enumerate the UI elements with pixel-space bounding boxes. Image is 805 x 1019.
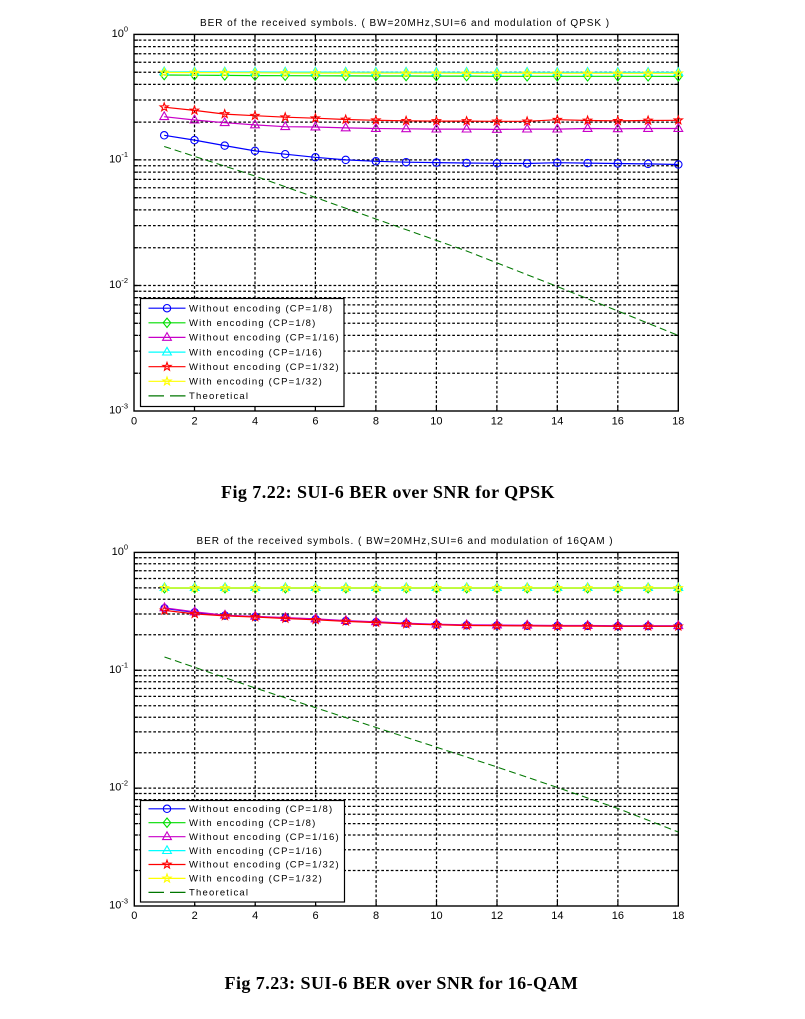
svg-text:2: 2 xyxy=(191,416,197,428)
svg-text:With encoding (CP=1/32): With encoding (CP=1/32) xyxy=(189,874,323,885)
svg-text:Without encoding (CP=1/16): Without encoding (CP=1/16) xyxy=(189,333,340,344)
svg-text:12: 12 xyxy=(491,416,503,428)
svg-text:0: 0 xyxy=(131,910,137,922)
svg-text:Theoretical: Theoretical xyxy=(189,888,249,899)
svg-text:2: 2 xyxy=(192,910,198,922)
svg-text:With encoding (CP=1/8): With encoding (CP=1/8) xyxy=(189,818,317,829)
svg-text:6: 6 xyxy=(312,416,318,428)
svg-text:8: 8 xyxy=(373,416,379,428)
svg-text:Without encoding (CP=1/16): Without encoding (CP=1/16) xyxy=(189,832,340,843)
svg-text:Without encoding (CP=1/8): Without encoding (CP=1/8) xyxy=(189,303,333,314)
svg-text:Without encoding (CP=1/8): Without encoding (CP=1/8) xyxy=(189,804,333,815)
svg-text:14: 14 xyxy=(551,416,563,428)
svg-text:16: 16 xyxy=(612,910,624,922)
svg-text:8: 8 xyxy=(373,910,379,922)
svg-text:With encoding (CP=1/8): With encoding (CP=1/8) xyxy=(189,318,317,329)
svg-text:6: 6 xyxy=(313,910,319,922)
svg-text:Without encoding (CP=1/32): Without encoding (CP=1/32) xyxy=(189,362,340,373)
svg-text:With encoding (CP=1/16): With encoding (CP=1/16) xyxy=(189,347,323,358)
svg-text:Without encoding (CP=1/32): Without encoding (CP=1/32) xyxy=(189,860,340,871)
svg-text:4: 4 xyxy=(252,910,258,922)
svg-text:14: 14 xyxy=(551,910,563,922)
svg-text:12: 12 xyxy=(491,910,503,922)
svg-text:0: 0 xyxy=(131,416,137,428)
svg-text:18: 18 xyxy=(672,416,684,428)
svg-text:10: 10 xyxy=(430,910,442,922)
svg-text:18: 18 xyxy=(672,910,684,922)
svg-text:Theoretical: Theoretical xyxy=(189,391,249,402)
svg-text:With encoding (CP=1/32): With encoding (CP=1/32) xyxy=(189,377,323,388)
svg-text:4: 4 xyxy=(252,416,258,428)
svg-text:10: 10 xyxy=(430,416,442,428)
svg-text:BER of the received symbols. (: BER of the received symbols. ( BW=20MHz,… xyxy=(196,536,613,547)
svg-text:With encoding (CP=1/16): With encoding (CP=1/16) xyxy=(189,846,323,857)
svg-text:16: 16 xyxy=(612,416,624,428)
svg-text:BER of the received symbols. (: BER of the received symbols. ( BW=20MHz,… xyxy=(200,18,610,29)
